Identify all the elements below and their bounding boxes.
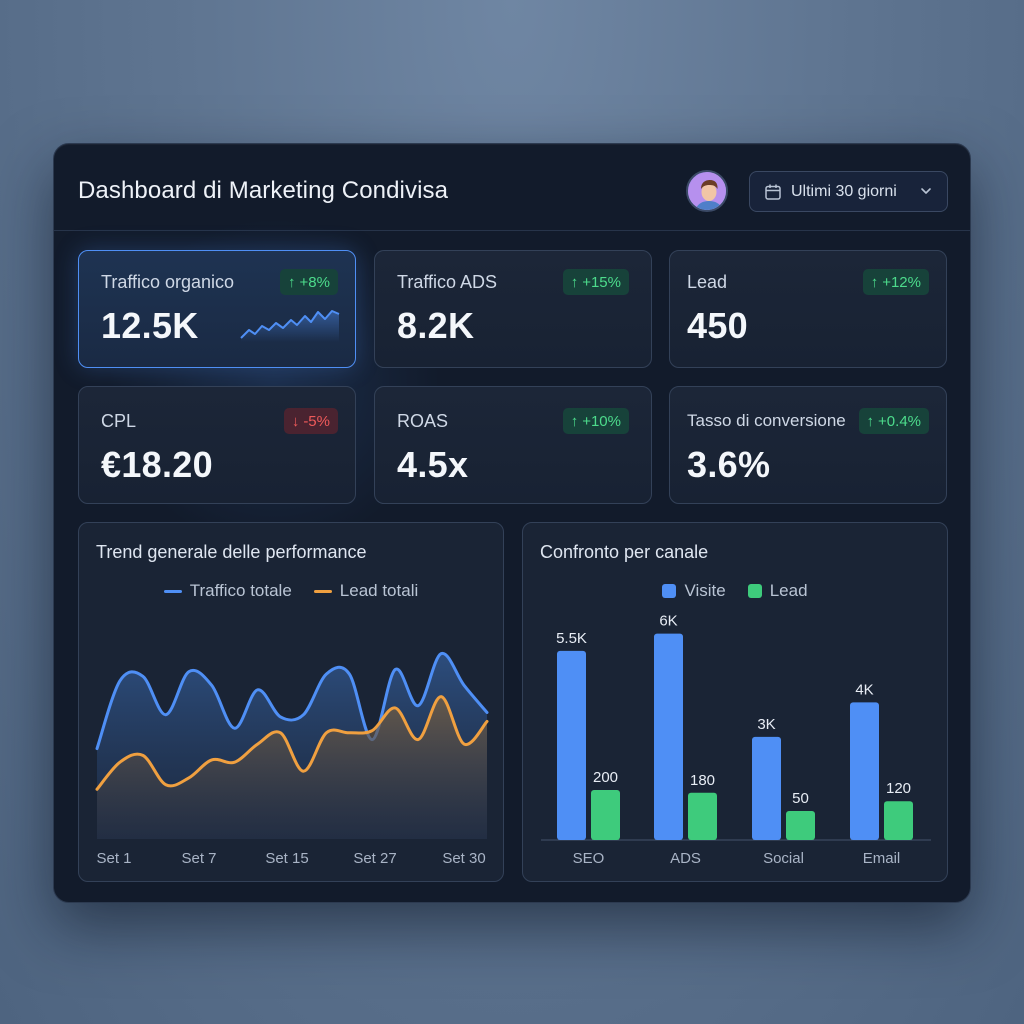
arrow-up-icon: ↑ [570,412,579,430]
legend-item-lead[interactable]: Lead totali [313,581,419,601]
legend-label: Visite [684,581,726,600]
kpi-value: 8.2K [397,305,475,346]
bar-email-lead[interactable] [884,801,913,840]
page-title: Dashboard di Marketing Condivisa [78,177,449,204]
arrow-up-icon: ↑ [288,273,296,291]
bar-data-label: 5.5K [556,630,587,647]
bar-chart: 5.5K 200 SEO 6K 180 ADS 3K 50 Social 4K 120 Email [541,613,931,867]
arrow-up-icon: ↑ [870,273,879,291]
kpi-card-roas[interactable]: ROAS ↑ +10% 4.5x [374,386,652,504]
kpi-change-badge: ↑ +8% [280,269,338,295]
kpi-label: Traffico ADS [397,272,498,292]
kpi-label: Traffico organico [101,272,235,292]
date-range-label: Ultimi 30 giorni [791,182,897,200]
sparkline [240,310,340,342]
legend-item-traffico[interactable]: Traffico totale [163,581,292,601]
bar-ads-lead[interactable] [688,792,717,840]
panel-title: Trend generale delle performance [96,542,367,562]
chart-legend: Visite Lead [523,581,947,601]
kpi-change-badge: ↑ +15% [562,269,629,295]
kpi-label: Tasso di conversione [687,411,846,430]
bar-data-label: 200 [593,769,618,786]
kpi-change-badge: ↑ +0.4% [858,408,929,434]
series-lead-totali-line [95,695,489,791]
kpi-card-traffico-organico[interactable]: Traffico organico ↑ +8% 12.5K [78,250,356,368]
chart-legend: Traffico totale Lead totali [79,581,503,601]
bar-data-label: 180 [690,772,715,789]
bar-data-label: 120 [886,780,911,797]
x-tick-label: SEO [573,850,605,867]
legend-label: Lead [769,581,808,600]
date-range-select[interactable]: Ultimi 30 giorni [749,171,948,212]
kpi-card-cpl[interactable]: CPL ↓ -5% €18.20 [78,386,356,504]
kpi-label: Lead [687,272,728,292]
arrow-up-icon: ↑ [570,273,579,291]
arrow-down-icon: ↓ [291,412,300,430]
kpi-value: €18.20 [101,444,213,485]
bar-social-visite[interactable] [752,736,781,840]
kpi-label: ROAS [397,411,449,431]
legend-swatch [313,589,332,593]
legend-item-visite[interactable]: Visite [662,581,726,601]
x-tick-label: Set 1 [96,850,131,867]
kpi-card-tasso-conversione[interactable]: Tasso di conversione ↑ +0.4% 3.6% [669,386,947,504]
x-tick-label: Set 15 [265,850,308,867]
trend-chart: Set 1 Set 7 Set 15 Set 27 Set 30 [95,652,489,867]
trend-panel: Trend generale delle performance Traffic… [78,522,504,882]
kpi-value: 3.6% [687,444,771,485]
bar-ads-visite[interactable] [654,633,683,840]
bar-data-label: 6K [659,613,677,630]
kpi-change-badge: ↓ -5% [283,408,338,434]
legend-item-lead[interactable]: Lead [747,581,808,601]
kpi-change-badge: ↑ +12% [862,269,929,295]
calendar-icon [765,184,781,200]
x-tick-label: Set 7 [181,850,216,867]
x-tick-label: Email [863,850,901,867]
bar-seo-lead[interactable] [591,790,620,840]
dashboard-window: Dashboard di Marketing Condivisa Ultimi … [53,143,971,903]
series-lead-totali-area [97,696,487,839]
series-traffico-totale-line [95,652,489,751]
x-tick-label: Set 30 [442,850,485,867]
kpi-card-lead[interactable]: Lead ↑ +12% 450 [669,250,947,368]
kpi-value: 450 [687,305,748,346]
x-tick-label: Social [763,850,804,867]
kpi-change-badge: ↑ +10% [562,408,629,434]
bar-email-visite[interactable] [850,702,879,840]
panel-title: Confronto per canale [540,542,709,562]
x-tick-label: Set 27 [353,850,396,867]
kpi-card-traffico-ads[interactable]: Traffico ADS ↑ +15% 8.2K [374,250,652,368]
kpi-value: 4.5x [397,444,469,485]
kpi-value: 12.5K [101,305,199,346]
channel-panel: Confronto per canale Visite Lead 5.5K 200… [522,522,948,882]
bar-data-label: 50 [792,790,809,807]
user-avatar-icon [688,172,726,210]
x-tick-label: ADS [670,850,701,867]
legend-label: Lead totali [339,581,419,600]
legend-swatch [163,589,182,593]
bar-data-label: 4K [855,681,873,698]
bar-seo-visite[interactable] [557,650,586,840]
chevron-down-icon [921,188,931,194]
header: Dashboard di Marketing Condivisa Ultimi … [54,144,970,231]
legend-swatch [747,584,762,598]
avatar[interactable] [686,170,728,212]
legend-swatch [662,584,677,598]
legend-label: Traffico totale [189,581,292,600]
kpi-label: CPL [101,411,137,431]
bar-social-lead[interactable] [786,811,815,840]
bar-data-label: 3K [757,716,775,733]
arrow-up-icon: ↑ [866,412,875,430]
